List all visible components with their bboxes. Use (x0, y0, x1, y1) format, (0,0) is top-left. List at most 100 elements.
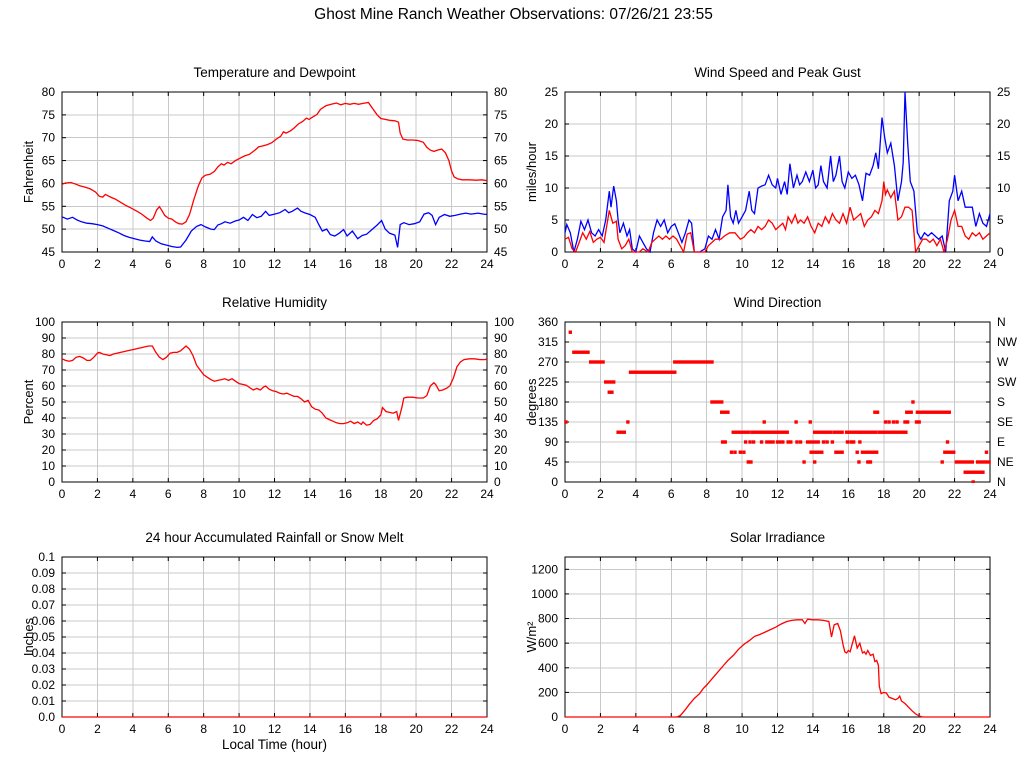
svg-text:24: 24 (480, 487, 494, 501)
fahrenheit-axis-label: Fahrenheit (21, 140, 36, 204)
svg-text:N: N (997, 315, 1006, 329)
svg-text:2: 2 (597, 257, 604, 271)
svg-text:70: 70 (42, 363, 56, 377)
svg-text:S: S (997, 395, 1005, 409)
svg-text:50: 50 (494, 222, 508, 236)
svg-text:20: 20 (409, 257, 423, 271)
svg-text:22: 22 (445, 487, 459, 501)
svg-text:16: 16 (339, 722, 353, 736)
svg-text:20: 20 (912, 487, 926, 501)
svg-text:4: 4 (632, 722, 639, 736)
svg-text:8: 8 (703, 257, 710, 271)
svg-text:12: 12 (771, 722, 785, 736)
humidity-chart-title: Relative Humidity (221, 295, 328, 310)
svg-text:SW: SW (997, 375, 1017, 389)
svg-text:14: 14 (303, 487, 317, 501)
svg-text:100: 100 (494, 315, 514, 329)
temperature-chart-title: Temperature and Dewpoint (193, 65, 356, 80)
svg-text:6: 6 (668, 487, 675, 501)
wind-direction-chart-title: Wind Direction (733, 295, 822, 310)
svg-text:14: 14 (806, 722, 820, 736)
svg-text:60: 60 (494, 379, 508, 393)
svg-text:70: 70 (42, 131, 56, 145)
svg-text:10: 10 (494, 459, 508, 473)
svg-text:225: 225 (538, 375, 558, 389)
svg-text:135: 135 (538, 415, 558, 429)
svg-text:0: 0 (562, 722, 569, 736)
svg-text:8: 8 (200, 722, 207, 736)
svg-text:0: 0 (59, 487, 66, 501)
svg-text:60: 60 (494, 176, 508, 190)
rainfall-chart-title: 24 hour Accumulated Rainfall or Snow Mel… (145, 530, 404, 545)
svg-text:90: 90 (42, 331, 56, 345)
svg-text:20: 20 (409, 722, 423, 736)
svg-text:800: 800 (538, 612, 558, 626)
svg-text:60: 60 (42, 379, 56, 393)
svg-text:0.02: 0.02 (32, 678, 56, 692)
svg-text:N: N (997, 475, 1006, 489)
svg-text:0: 0 (997, 245, 1004, 259)
svg-text:14: 14 (303, 722, 317, 736)
svg-text:18: 18 (877, 722, 891, 736)
svg-text:40: 40 (42, 411, 56, 425)
svg-text:SE: SE (997, 415, 1013, 429)
degrees-axis-label: degrees (524, 378, 539, 426)
svg-text:14: 14 (806, 487, 820, 501)
svg-text:20: 20 (545, 117, 559, 131)
svg-text:5: 5 (551, 213, 558, 227)
svg-text:600: 600 (538, 636, 558, 650)
svg-text:20: 20 (912, 722, 926, 736)
svg-text:55: 55 (494, 199, 508, 213)
svg-text:10: 10 (232, 257, 246, 271)
svg-text:2: 2 (597, 722, 604, 736)
svg-text:75: 75 (42, 108, 56, 122)
svg-text:10: 10 (232, 722, 246, 736)
inches-axis-label: Inches (21, 617, 36, 657)
svg-text:80: 80 (42, 347, 56, 361)
svg-text:22: 22 (445, 257, 459, 271)
svg-text:16: 16 (339, 257, 353, 271)
svg-text:5: 5 (997, 213, 1004, 227)
svg-text:22: 22 (948, 487, 962, 501)
svg-text:0.01: 0.01 (32, 694, 56, 708)
page-title: Ghost Mine Ranch Weather Observations: 0… (314, 6, 713, 23)
svg-text:16: 16 (339, 487, 353, 501)
svg-text:12: 12 (268, 257, 282, 271)
svg-text:10: 10 (735, 722, 749, 736)
svg-text:200: 200 (538, 685, 558, 699)
relative-humidity-chart: 0 2 4 6 8 10 12 14 16 18 20 22 240102030405060708090… (35, 315, 514, 501)
svg-text:6: 6 (165, 257, 172, 271)
svg-text:50: 50 (42, 222, 56, 236)
svg-text:6: 6 (165, 722, 172, 736)
local-time-axis-label: Local Time (hour) (221, 737, 328, 752)
svg-text:4: 4 (632, 257, 639, 271)
svg-text:12: 12 (268, 722, 282, 736)
svg-text:0: 0 (551, 710, 558, 724)
svg-text:22: 22 (445, 722, 459, 736)
wind-direction-chart: 0 2 4 6 8 10 12 14 16 18 20 22 240459013518022527031… (538, 315, 1018, 501)
svg-text:45: 45 (494, 245, 508, 259)
svg-text:0.09: 0.09 (32, 566, 56, 580)
svg-text:75: 75 (494, 108, 508, 122)
svg-text:0.08: 0.08 (32, 582, 56, 596)
svg-text:80: 80 (494, 85, 508, 99)
svg-text:2: 2 (94, 487, 101, 501)
svg-text:E: E (997, 435, 1005, 449)
svg-text:0.04: 0.04 (32, 646, 56, 660)
svg-text:0: 0 (551, 245, 558, 259)
svg-text:24: 24 (983, 722, 997, 736)
svg-text:20: 20 (997, 117, 1011, 131)
svg-text:18: 18 (877, 487, 891, 501)
svg-text:0: 0 (59, 722, 66, 736)
svg-text:NE: NE (997, 455, 1014, 469)
svg-text:16: 16 (842, 722, 856, 736)
svg-text:0: 0 (48, 475, 55, 489)
svg-text:180: 180 (538, 395, 558, 409)
svg-text:100: 100 (35, 315, 55, 329)
svg-text:4: 4 (632, 487, 639, 501)
svg-text:4: 4 (129, 257, 136, 271)
svg-text:8: 8 (703, 487, 710, 501)
svg-text:8: 8 (200, 487, 207, 501)
svg-text:270: 270 (538, 355, 558, 369)
